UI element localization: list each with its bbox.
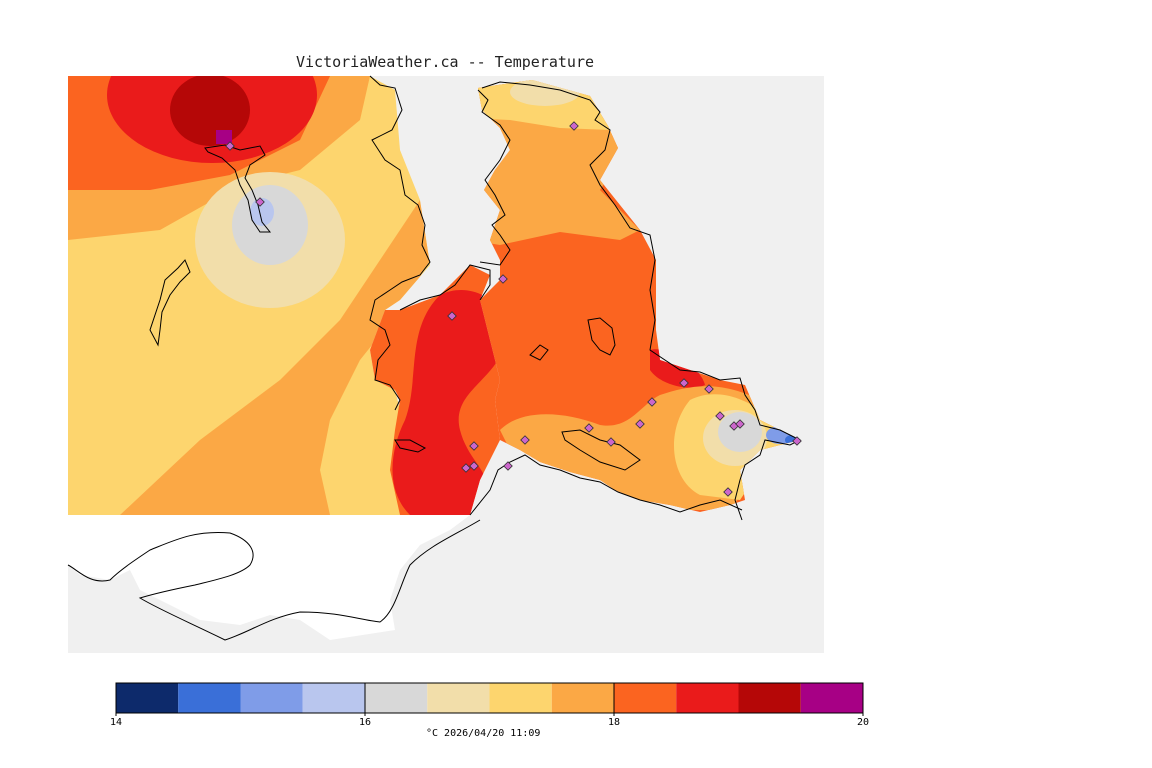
station-marker	[469, 461, 479, 471]
central-land-temperature	[370, 265, 500, 515]
colorbar-band	[365, 683, 428, 713]
station-marker	[225, 141, 235, 151]
outside-domain-land	[67, 515, 481, 641]
colorbar-band	[800, 683, 863, 713]
colorbar-tick-label: 20	[856, 717, 870, 728]
station-marker	[606, 437, 616, 447]
colorbar-tick-label: 16	[358, 717, 372, 728]
station-marker	[520, 435, 530, 445]
colorbar-band	[551, 683, 614, 713]
colorbar-tick-label: 14	[109, 717, 123, 728]
station-marker	[569, 121, 579, 131]
station-marker	[715, 411, 725, 421]
station-marker	[735, 419, 745, 429]
footer-unit-timestamp: °C 2026/04/20 11:09	[426, 728, 541, 739]
colorbar-band	[240, 683, 303, 713]
station-marker	[469, 441, 479, 451]
colorbar-band	[178, 683, 241, 713]
weather-stations	[225, 121, 802, 497]
colorbar-band	[116, 683, 179, 713]
colorbar-band	[676, 683, 739, 713]
colorbar-band	[489, 683, 552, 713]
station-marker	[792, 436, 802, 446]
station-marker	[679, 378, 689, 388]
station-marker	[498, 274, 508, 284]
colorbar-band	[302, 683, 365, 713]
colorbar-band	[614, 683, 677, 713]
station-marker	[461, 463, 471, 473]
colorbar	[115, 682, 864, 716]
colorbar-tick-label: 18	[607, 717, 621, 728]
station-marker	[723, 487, 733, 497]
western-land-temperature	[68, 76, 470, 515]
colorbar-band	[427, 683, 490, 713]
station-marker	[255, 197, 265, 207]
colorbar-band	[738, 683, 801, 713]
map-title: VictoriaWeather.ca -- Temperature	[295, 53, 594, 71]
station-marker	[635, 419, 645, 429]
station-marker	[503, 461, 513, 471]
station-marker	[704, 384, 714, 394]
station-marker	[647, 397, 657, 407]
station-marker	[584, 423, 594, 433]
station-marker	[447, 311, 457, 321]
